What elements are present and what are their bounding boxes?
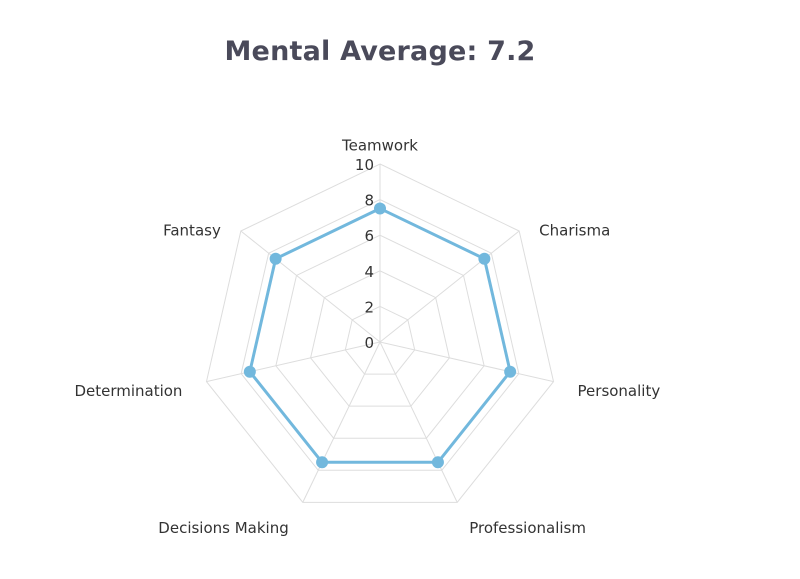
data-point-0 [374, 202, 386, 215]
tick-label-8: 8 [364, 192, 374, 210]
axis-label-professionalism: Professionalism [469, 519, 586, 537]
axis-label-determination: Determination [74, 382, 182, 400]
axis-labels: Teamwork Charisma Personality Professionali… [74, 137, 660, 537]
spoke-4 [302, 341, 381, 503]
data-point-4 [316, 456, 329, 469]
data-point-1 [478, 252, 491, 265]
spoke-6 [240, 230, 381, 343]
spoke-3 [379, 341, 458, 503]
data-point-2 [504, 365, 517, 378]
radar-series [243, 202, 517, 469]
axis-label-decisions-making: Decisions Making [158, 519, 288, 537]
radar-spokes [206, 164, 554, 503]
data-point-6 [269, 252, 282, 265]
grid-ring-4 [310, 270, 450, 407]
grid-ring-10 [205, 163, 555, 503]
grid-ring-8 [240, 199, 520, 471]
tick-label-10: 10 [355, 156, 374, 174]
radial-tick-labels: 0 2 4 6 8 10 [355, 156, 374, 352]
grid-ring-6 [275, 234, 485, 439]
spoke-2 [379, 341, 554, 383]
data-point-3 [431, 456, 444, 469]
axis-label-charisma: Charisma [539, 222, 610, 240]
tick-label-6: 6 [364, 227, 374, 245]
chart-title: Mental Average: 7.2 [224, 36, 536, 67]
axis-label-fantasy: Fantasy [163, 222, 221, 240]
axis-label-teamwork: Teamwork [341, 137, 418, 155]
spoke-5 [206, 341, 381, 383]
tick-label-2: 2 [364, 298, 374, 316]
radar-grid [205, 163, 555, 503]
axis-label-personality: Personality [578, 382, 661, 400]
data-point-5 [243, 365, 256, 378]
tick-label-0: 0 [364, 334, 374, 352]
series-line [248, 207, 512, 464]
spoke-1 [379, 230, 520, 343]
tick-label-4: 4 [364, 263, 374, 281]
grid-ring-2 [344, 305, 416, 375]
